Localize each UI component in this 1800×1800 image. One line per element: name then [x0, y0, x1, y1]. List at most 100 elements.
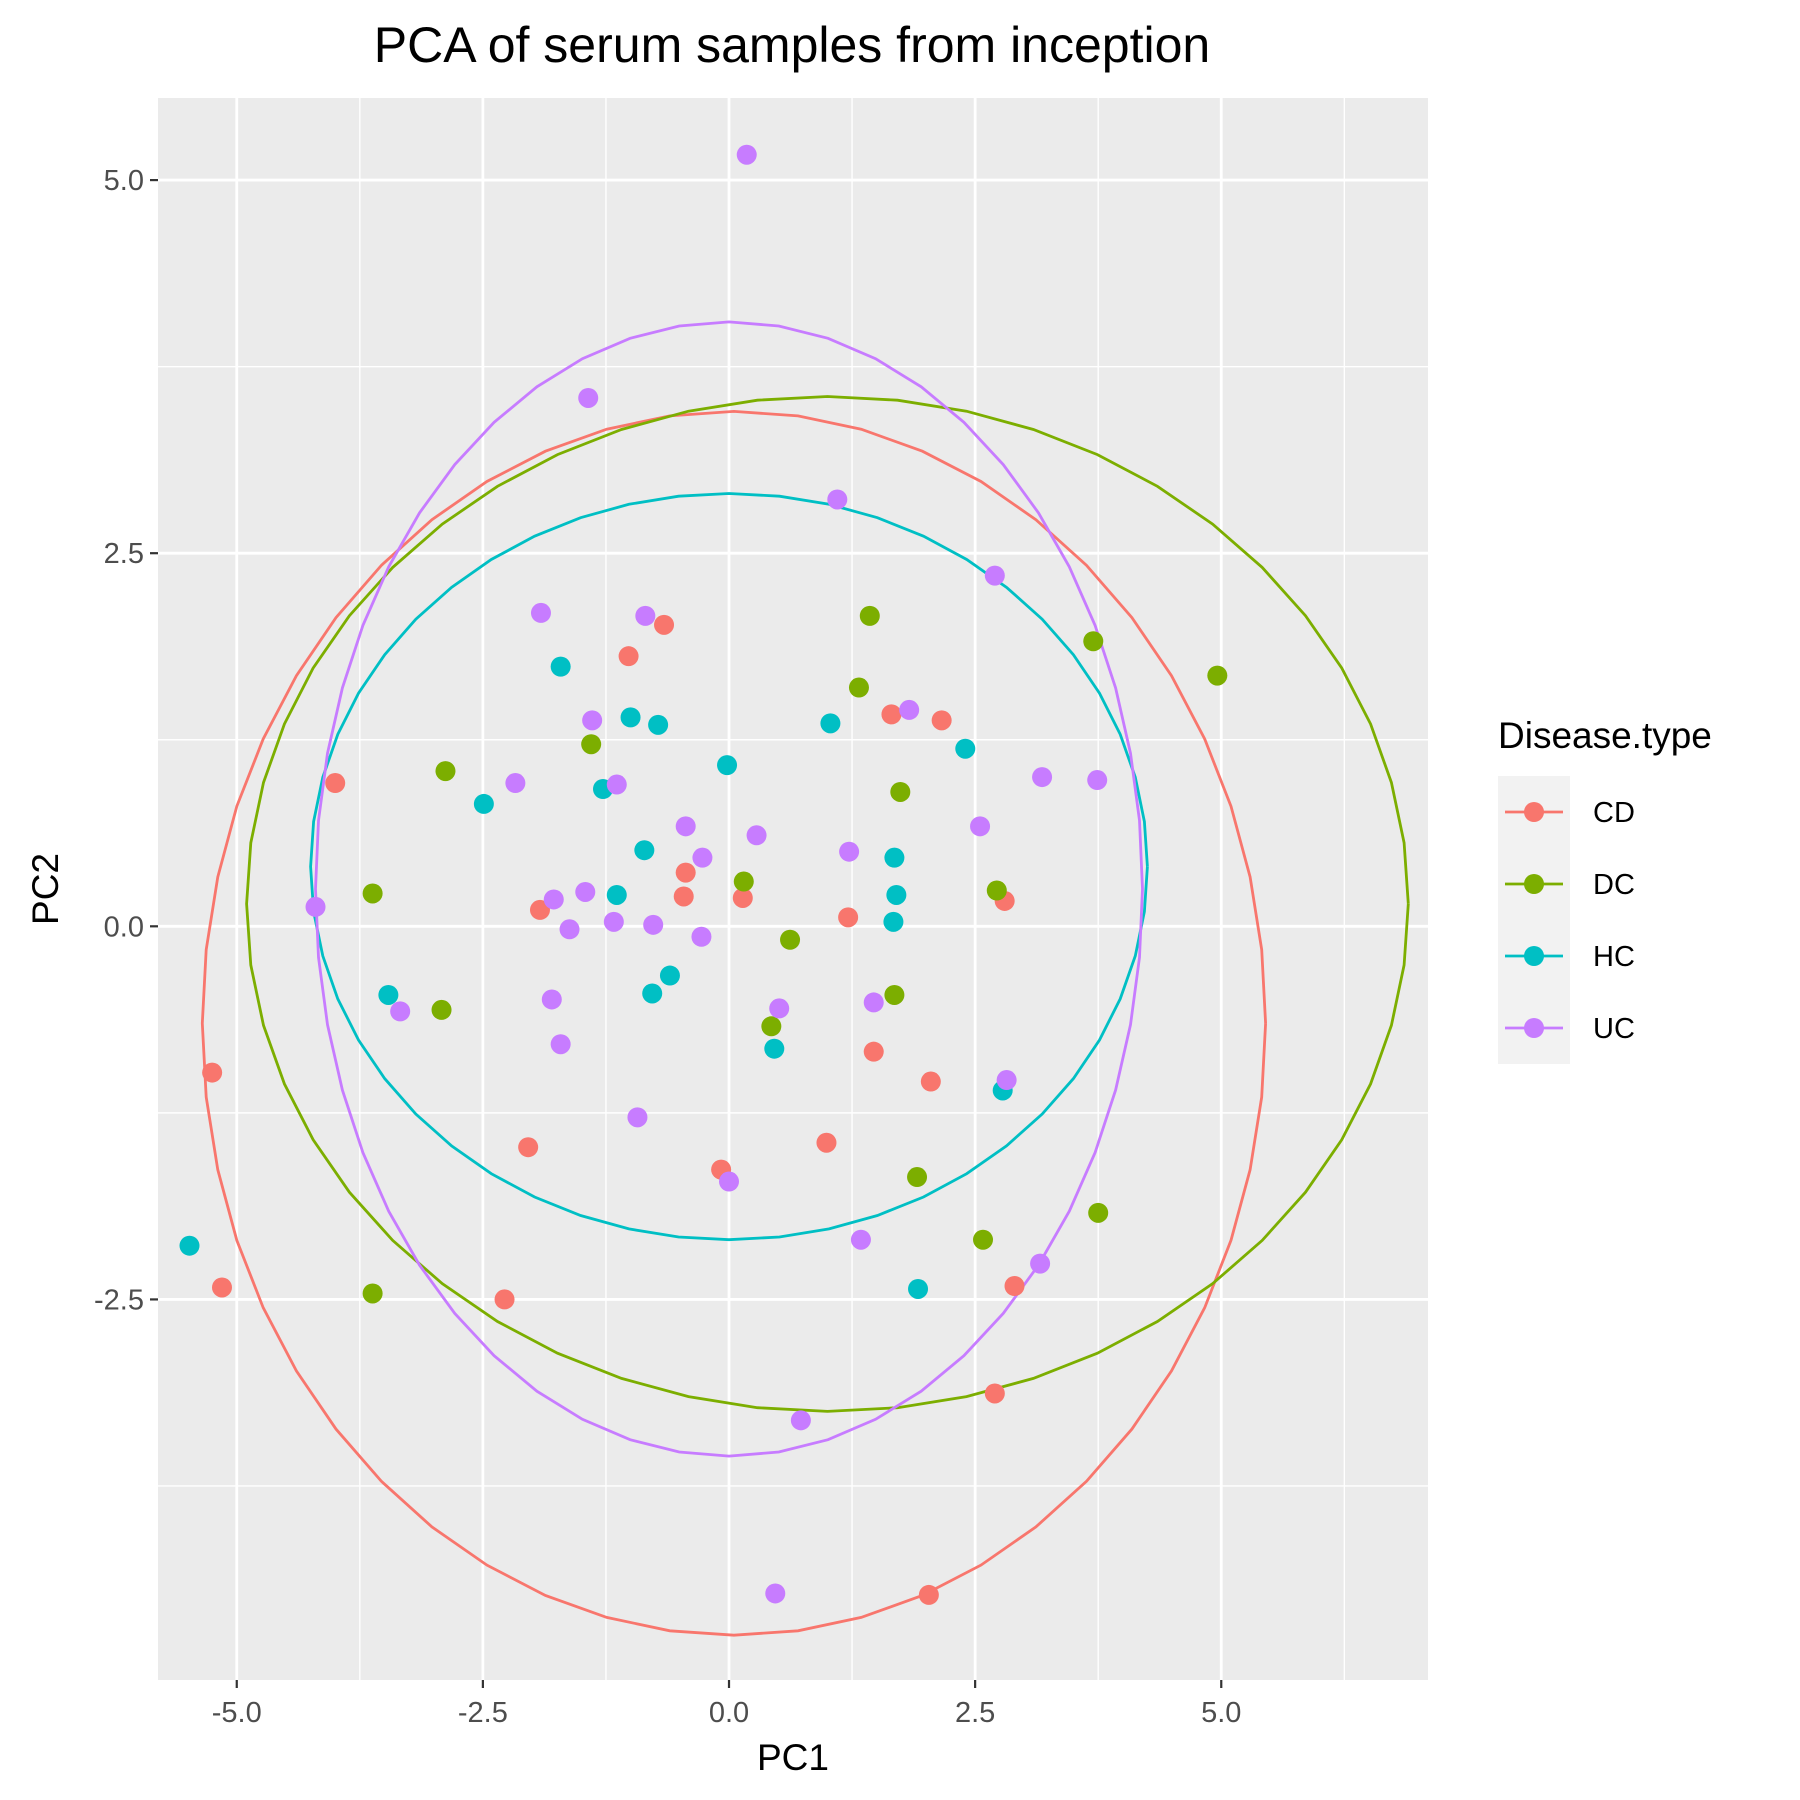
ellipse-dc — [245, 395, 1410, 1413]
point-uc — [635, 605, 656, 626]
point-dc — [973, 1229, 994, 1250]
point-uc — [675, 816, 696, 837]
point-dc — [859, 605, 880, 626]
point-dc — [761, 1016, 782, 1037]
point-cd — [920, 1071, 941, 1092]
point-cd — [211, 1277, 232, 1298]
point-uc — [582, 710, 603, 731]
x-tick-label: -2.5 — [458, 1697, 508, 1729]
point-uc — [550, 1034, 571, 1055]
point-uc — [691, 926, 712, 947]
y-tick-label: 0.0 — [104, 911, 144, 943]
legend-label-hc: HC — [1593, 941, 1635, 973]
y-axis-title: PC2 — [25, 853, 66, 925]
point-uc — [1087, 770, 1108, 791]
point-uc — [790, 1410, 811, 1431]
point-cd — [675, 862, 696, 883]
point-uc — [736, 144, 757, 165]
point-uc — [863, 992, 884, 1013]
point-cd — [984, 1383, 1005, 1404]
point-cd — [202, 1062, 223, 1083]
point-dc — [780, 929, 801, 950]
point-cd — [618, 646, 639, 667]
point-cd — [494, 1289, 515, 1310]
point-uc — [827, 489, 848, 510]
point-uc — [627, 1107, 648, 1128]
point-hc — [179, 1235, 200, 1256]
point-cd — [918, 1584, 939, 1605]
confidence-ellipses — [200, 320, 1410, 1637]
point-cd — [1004, 1275, 1025, 1296]
x-tick-label: 2.5 — [955, 1697, 995, 1729]
point-uc — [692, 847, 713, 868]
point-dc — [431, 999, 452, 1020]
point-uc — [603, 911, 624, 932]
legend-key-point — [1524, 946, 1544, 966]
point-dc — [362, 883, 383, 904]
point-uc — [390, 1001, 411, 1022]
legend-label-dc: DC — [1593, 869, 1635, 901]
point-uc — [575, 881, 596, 902]
point-cd — [838, 907, 859, 928]
legend-title: Disease.type — [1498, 715, 1712, 756]
point-dc — [907, 1167, 928, 1188]
point-cd — [654, 614, 675, 635]
point-uc — [541, 989, 562, 1010]
point-uc — [578, 387, 599, 408]
point-dc — [733, 871, 754, 892]
point-hc — [550, 656, 571, 677]
point-cd — [732, 887, 753, 908]
point-uc — [530, 602, 551, 623]
point-dc — [848, 677, 869, 698]
point-cd — [931, 710, 952, 731]
point-uc — [984, 565, 1005, 586]
point-cd — [529, 899, 550, 920]
point-hc — [886, 884, 907, 905]
point-hc — [908, 1278, 929, 1299]
point-hc — [955, 738, 976, 759]
point-uc — [505, 773, 526, 794]
point-dc — [986, 880, 1007, 901]
point-uc — [899, 699, 920, 720]
point-dc — [1083, 631, 1104, 652]
grid-major — [158, 98, 1428, 1680]
point-uc — [643, 914, 664, 935]
point-hc — [884, 847, 905, 868]
point-hc — [378, 984, 399, 1005]
point-dc — [362, 1283, 383, 1304]
legend-key-point — [1524, 802, 1544, 822]
point-uc — [850, 1229, 871, 1250]
ellipse-uc — [314, 320, 1144, 1458]
legend: Disease.type CD DC HC UC — [1498, 715, 1712, 1064]
point-dc — [884, 984, 905, 1005]
point-uc — [606, 774, 627, 795]
y-tick-label: 2.5 — [104, 538, 144, 570]
point-uc — [769, 998, 790, 1019]
point-cd — [673, 886, 694, 907]
point-hc — [620, 707, 641, 728]
point-hc — [642, 983, 663, 1004]
chart-title: PCA of serum samples from inception — [374, 17, 1210, 73]
point-hc — [764, 1038, 785, 1059]
legend-key-point — [1524, 874, 1544, 894]
point-dc — [581, 734, 602, 755]
legend-label-uc: UC — [1593, 1013, 1635, 1045]
point-hc — [883, 911, 904, 932]
x-tick-label: 0.0 — [709, 1697, 749, 1729]
point-hc — [634, 840, 655, 861]
data-points — [179, 144, 1228, 1605]
point-dc — [890, 781, 911, 802]
legend-key-point — [1524, 1018, 1544, 1038]
point-hc — [648, 714, 669, 735]
grid-minor — [158, 98, 1428, 1680]
point-cd — [325, 773, 346, 794]
ellipse-cd — [200, 409, 1267, 1637]
point-hc — [659, 965, 680, 986]
x-axis: -5.0 -2.5 0.0 2.5 5.0 — [212, 1680, 1241, 1729]
point-cd — [863, 1041, 884, 1062]
point-uc — [839, 841, 860, 862]
y-tick-label: 5.0 — [104, 165, 144, 197]
point-uc — [746, 825, 767, 846]
point-uc — [765, 1583, 786, 1604]
